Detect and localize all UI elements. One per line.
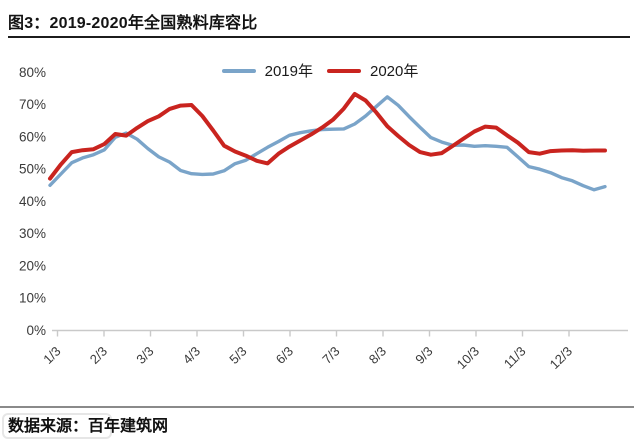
x-tick-label: 12/3	[547, 344, 576, 373]
x-tick-label: 3/3	[133, 344, 156, 367]
y-tick-label: 40%	[19, 194, 46, 209]
legend-item-2020: 2020年	[327, 60, 418, 81]
x-tick-label: 7/3	[319, 344, 342, 367]
y-tick-label: 20%	[19, 258, 46, 273]
line-chart: 0% 10% 20% 30% 40% 50% 60% 70% 80% 1/3 2/3 3/3 4/3 5/…	[19, 65, 628, 373]
legend-line-sample-2019	[221, 68, 256, 73]
legend-label-2020: 2020年	[370, 63, 419, 80]
title-divider	[8, 36, 630, 38]
x-tick-label: 10/3	[454, 344, 483, 373]
x-tick-label: 9/3	[412, 344, 435, 367]
legend-label-2019: 2019年	[264, 63, 313, 80]
x-tick-label: 2/3	[87, 344, 110, 367]
x-tick-label: 6/3	[273, 344, 296, 367]
y-tick-label: 0%	[26, 323, 46, 338]
figure-title: 图3：2019-2020年全国熟料库容比	[8, 15, 258, 32]
series-line-2019年	[48, 95, 607, 192]
x-tick-label: 8/3	[366, 344, 389, 367]
x-tick-label: 5/3	[226, 344, 249, 367]
y-tick-label: 10%	[19, 291, 46, 306]
data-source-label: 数据来源：百年建筑网	[8, 418, 169, 435]
watermark	[2, 413, 112, 439]
x-tick-label: 4/3	[180, 344, 203, 367]
y-tick-label: 30%	[19, 226, 46, 241]
y-tick-label: 70%	[19, 97, 46, 112]
footer-divider	[0, 406, 634, 408]
legend-line-sample-2020	[327, 68, 361, 73]
y-tick-label: 50%	[19, 162, 46, 177]
y-tick-label: 60%	[19, 129, 46, 144]
x-tick-label: 11/3	[501, 344, 529, 372]
chart-legend: 2019年 2020年	[0, 60, 640, 81]
y-tick-label: 80%	[19, 65, 46, 80]
series-line-2020年	[48, 92, 607, 181]
legend-item-2019: 2019年	[221, 60, 313, 81]
x-tick-label: 1/3	[40, 344, 63, 367]
